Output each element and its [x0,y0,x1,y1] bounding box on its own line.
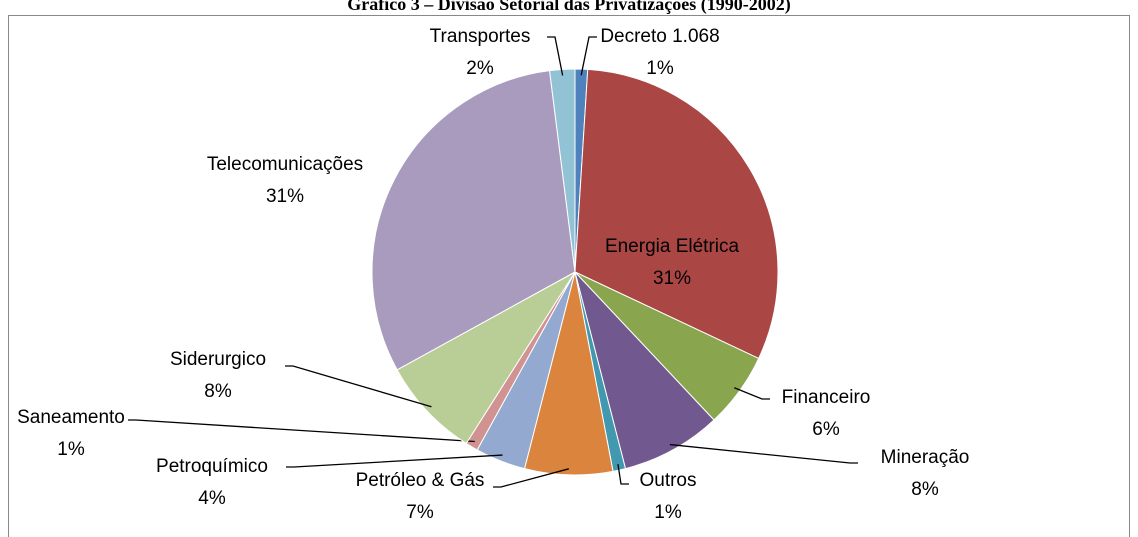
slice-value-label: 1% [646,58,674,79]
slice-label: Decreto 1.068 [600,26,719,47]
slice-value-label: 1% [57,439,85,460]
leader-line [493,468,569,488]
pie-slice [574,271,715,470]
slice-value-label: 4% [198,488,226,509]
slice-label: Siderurgico [170,349,266,370]
slice-label: Telecomunicações [207,154,363,175]
slice-label: Outros [639,470,696,491]
leader-line [285,365,432,408]
slice-value-label: 31% [266,186,304,207]
leader-line [617,464,629,485]
leader-line [669,443,858,464]
pie-slice [371,70,576,371]
slice-value-label: 31% [653,268,691,289]
leader-line [128,419,475,443]
pie-slice [548,68,576,273]
slice-value-label: 7% [406,502,434,523]
slice-value-label: 8% [204,381,232,402]
slice-label: Petroquímico [156,456,268,477]
chart-title: Gráfico 3 – Divisão Setorial das Privati… [347,0,790,15]
slice-label: Mineração [881,447,970,468]
pie-slice [574,68,779,360]
chart-border [8,15,1130,537]
leader-line [547,36,564,76]
slice-label: Petróleo & Gás [356,470,485,491]
slice-label: Saneamento [17,407,125,428]
leader-line [580,36,597,76]
leader-line [734,387,770,400]
slice-value-label: 6% [812,419,840,440]
pie-slice [396,271,576,445]
slice-value-label: 8% [911,479,939,500]
slice-label: Financeiro [782,387,871,408]
slice-label: Transportes [430,26,531,47]
slice-value-label: 2% [466,58,494,79]
leader-line [286,454,503,468]
slice-value-label: 1% [654,502,682,523]
slice-label: Energia Elétrica [605,236,740,257]
